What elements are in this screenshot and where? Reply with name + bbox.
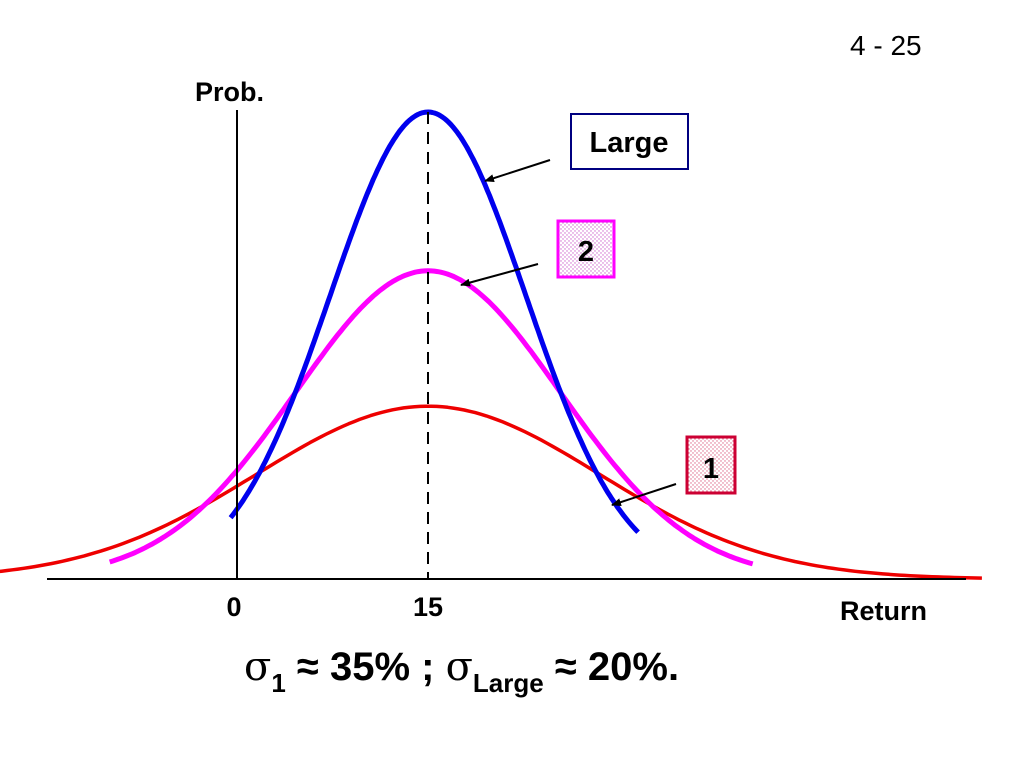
x-axis-label: Return [840,596,927,626]
sigma-large-value: ≈ 20%. [543,645,680,689]
arrow-large [484,159,551,183]
sigma-formula: σ1 ≈ 35% ; σLarge ≈ 20%. [244,644,679,699]
series-line-2 [108,268,754,567]
sigma-1-value: ≈ 35% ; [285,645,446,689]
sigma-symbol-1: σ [244,644,272,690]
x-tick-label-15: 15 [413,592,443,622]
series-line-large [228,109,640,534]
x-tick-label-0: 0 [226,592,241,622]
label-2-text: 2 [578,236,594,268]
label-box-2: 2 [556,219,616,279]
label-large-text: Large [590,127,669,159]
return-distribution-chart: Prob. Return 0 15 Large 2 1 [0,77,982,626]
sigma-symbol-large: σ [445,644,473,690]
y-axis-label: Prob. [195,77,264,107]
sigma-subscript-large: Large [472,668,544,698]
label-1-text: 1 [703,453,719,485]
label-box-large: Large [570,113,689,170]
arrow-1 [611,483,677,506]
arrow-2 [460,263,539,287]
series-line-1 [0,404,982,580]
distribution-curves [0,109,982,580]
page-number: 4 - 25 [850,30,922,61]
label-box-1: 1 [685,435,737,495]
sigma-subscript-1: 1 [271,668,286,698]
